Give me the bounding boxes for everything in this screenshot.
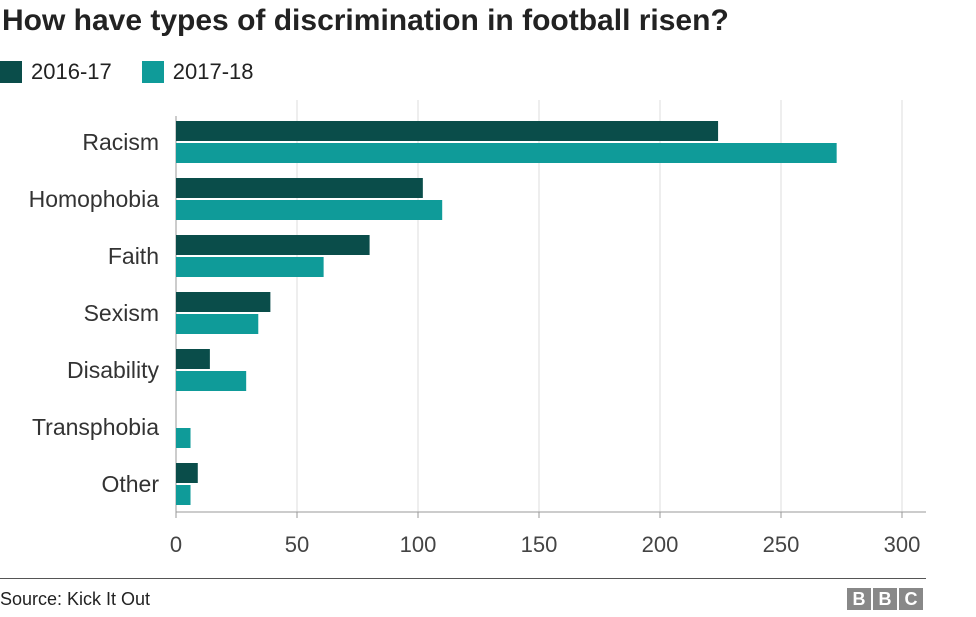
bar-2017-18 <box>176 257 324 277</box>
bar-2016-17 <box>176 121 719 141</box>
legend-item-2016-17: 2016-17 <box>0 59 112 85</box>
legend-item-2017-18: 2017-18 <box>141 59 254 85</box>
bbc-logo-letter: B <box>847 588 871 610</box>
bbc-logo-letter: B <box>873 588 897 610</box>
x-tick-label: 100 <box>400 532 437 557</box>
bar-2016-17 <box>176 235 370 255</box>
x-tick-label: 50 <box>285 532 309 557</box>
source-note: Source: Kick It Out <box>0 589 151 609</box>
legend-label-2017-18: 2017-18 <box>172 59 254 84</box>
bar-2017-18 <box>176 371 247 391</box>
x-tick-label: 150 <box>521 532 558 557</box>
legend-label-2016-17: 2016-17 <box>31 59 112 84</box>
legend-swatch-2016-17 <box>0 61 22 83</box>
bar-2016-17 <box>176 463 198 483</box>
bbc-logo-letter: C <box>899 588 923 610</box>
x-tick-label: 300 <box>884 532 921 557</box>
x-tick-label: 0 <box>170 532 182 557</box>
category-label: Other <box>101 471 159 497</box>
bar-2016-17 <box>176 178 423 198</box>
category-label: Faith <box>108 243 159 269</box>
bar-2017-18 <box>176 143 837 163</box>
bbc-logo: B B C <box>845 588 923 610</box>
category-label: Sexism <box>84 300 159 326</box>
bar-2017-18 <box>176 485 191 505</box>
chart-legend: 2016-17 2017-18 <box>0 58 284 86</box>
bar-2016-17 <box>176 292 271 312</box>
category-label: Homophobia <box>29 186 160 212</box>
category-label: Disability <box>67 357 160 383</box>
bar-2017-18 <box>176 428 191 448</box>
bar-2017-18 <box>176 314 259 334</box>
bar-2017-18 <box>176 200 443 220</box>
x-tick-label: 250 <box>763 532 800 557</box>
bar-2016-17 <box>176 349 210 369</box>
chart-title: How have types of discrimination in foot… <box>2 4 729 37</box>
x-tick-label: 200 <box>642 532 679 557</box>
category-label: Transphobia <box>32 414 159 440</box>
legend-swatch-2017-18 <box>141 61 164 83</box>
footer-divider <box>0 578 926 579</box>
category-label: Racism <box>82 129 159 155</box>
